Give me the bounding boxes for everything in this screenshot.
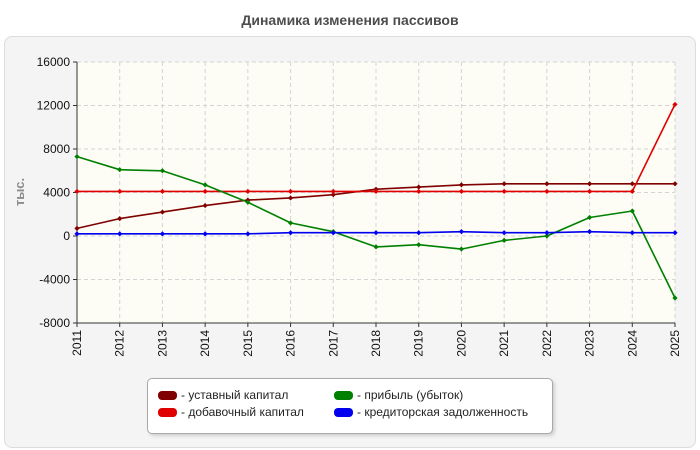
data-point — [672, 230, 678, 236]
legend-swatch — [334, 407, 353, 417]
y-tick-label: -4000 — [39, 273, 70, 287]
data-point — [501, 230, 507, 236]
y-tick-label: 4000 — [43, 186, 70, 200]
legend-label: - кредиторская задолженность — [357, 405, 529, 419]
data-point — [586, 181, 593, 187]
x-tick-label: 2012 — [113, 330, 127, 357]
data-point — [458, 246, 465, 252]
legend-label: - добавочный капитал — [181, 405, 304, 419]
data-point — [458, 182, 465, 188]
data-point — [416, 230, 422, 236]
x-tick-label: 2025 — [668, 330, 682, 357]
x-tick-label: 2024 — [625, 330, 639, 357]
data-point — [330, 192, 336, 198]
y-tick-label: 16000 — [37, 55, 71, 69]
data-point — [458, 188, 465, 195]
legend-label: - уставный капитал — [181, 388, 289, 402]
data-point — [74, 188, 80, 195]
data-point — [672, 295, 678, 301]
data-point — [416, 188, 422, 195]
data-point — [672, 101, 678, 108]
data-point — [159, 168, 166, 174]
data-point — [373, 188, 379, 195]
data-point — [544, 188, 550, 195]
x-tick-label: 2015 — [241, 330, 255, 357]
data-point — [629, 181, 635, 187]
y-tick-label: 12000 — [37, 99, 71, 113]
data-point — [629, 188, 635, 195]
data-point — [544, 233, 550, 239]
data-point — [501, 181, 507, 187]
data-point — [117, 188, 123, 195]
chart-title: Динамика изменения пассивов — [241, 12, 459, 28]
data-point — [586, 214, 593, 221]
x-tick-label: 2021 — [497, 330, 511, 357]
data-point — [159, 188, 166, 195]
data-point — [202, 188, 208, 195]
data-point — [117, 216, 123, 222]
data-point — [586, 188, 593, 195]
data-point — [202, 231, 208, 237]
data-point — [117, 231, 123, 237]
x-tick-label: 2018 — [369, 330, 383, 357]
x-tick-label: 2020 — [454, 330, 468, 357]
legend-item-series-1: - добавочный капитал — [158, 405, 304, 419]
data-point — [373, 230, 379, 236]
x-tick-label: 2016 — [284, 330, 298, 357]
legend-item-series-2: - прибыль (убыток) — [334, 388, 463, 402]
data-point — [586, 229, 593, 235]
x-tick-label: 2023 — [583, 330, 597, 357]
data-point — [287, 220, 294, 226]
data-point — [629, 230, 635, 236]
legend-swatch — [158, 390, 177, 400]
y-axis-label: тыс. — [12, 178, 27, 206]
x-tick-label: 2019 — [412, 330, 426, 357]
data-point — [202, 182, 208, 188]
legend-swatch — [334, 390, 353, 400]
x-tick-label: 2011 — [70, 330, 84, 356]
x-tick-label: 2014 — [198, 330, 212, 357]
data-point — [287, 188, 294, 195]
legend-label: - прибыль (убыток) — [357, 388, 464, 402]
data-point — [74, 154, 80, 160]
legend-item-series-0: - уставный капитал — [158, 388, 288, 402]
data-point — [416, 184, 422, 190]
data-point — [501, 188, 507, 195]
x-tick-label: 2013 — [155, 330, 169, 357]
data-point — [373, 244, 379, 250]
data-point — [74, 225, 80, 231]
data-point — [544, 181, 550, 187]
data-point — [416, 242, 422, 248]
data-point — [672, 181, 678, 187]
legend-swatch — [158, 407, 177, 417]
data-point — [629, 208, 635, 214]
x-tick-label: 2022 — [540, 330, 554, 357]
data-point — [501, 237, 507, 243]
data-point — [330, 188, 336, 195]
data-point — [287, 230, 294, 236]
y-tick-label: 0 — [63, 229, 70, 243]
x-tick-label: 2017 — [326, 330, 340, 357]
data-point — [330, 230, 336, 236]
y-tick-label: -8000 — [39, 316, 70, 330]
data-point — [245, 188, 251, 195]
chart-legend: - уставный капитал - добавочный капитал … — [147, 378, 553, 434]
data-point — [74, 231, 80, 237]
data-point — [159, 209, 166, 215]
data-point — [245, 231, 251, 237]
data-point — [287, 195, 294, 201]
data-point — [458, 229, 465, 235]
data-point — [202, 202, 208, 209]
data-point — [117, 167, 123, 173]
y-tick-label: 8000 — [43, 142, 70, 156]
legend-item-series-3: - кредиторская задолженность — [334, 405, 528, 419]
data-point — [245, 199, 251, 205]
data-point — [544, 230, 550, 236]
data-point — [159, 231, 166, 237]
